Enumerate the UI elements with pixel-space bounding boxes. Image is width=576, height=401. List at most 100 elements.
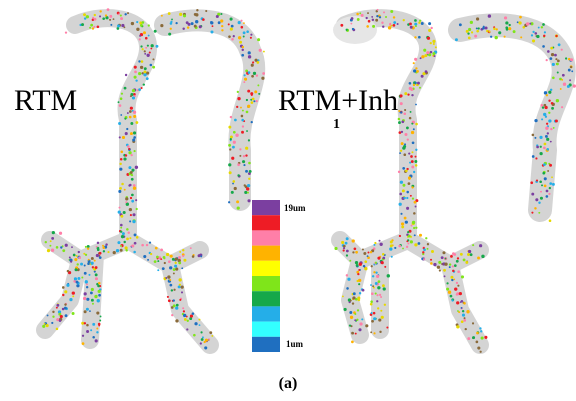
particle xyxy=(140,45,142,47)
particle xyxy=(477,257,480,260)
particle xyxy=(538,212,540,214)
particle xyxy=(456,282,458,284)
particle xyxy=(459,292,462,295)
particle xyxy=(517,21,519,23)
particle xyxy=(100,316,102,318)
particle xyxy=(172,258,175,261)
particle xyxy=(553,127,555,129)
particle xyxy=(218,21,221,24)
particle xyxy=(91,257,94,260)
particle xyxy=(134,150,136,152)
particle xyxy=(402,248,404,250)
particle xyxy=(371,312,373,314)
particle xyxy=(232,183,234,185)
particle xyxy=(477,346,480,349)
particle xyxy=(488,31,490,33)
particle xyxy=(248,51,251,54)
particle xyxy=(398,121,401,124)
particle xyxy=(60,315,63,318)
particle xyxy=(133,187,136,190)
particle xyxy=(399,235,401,237)
particle xyxy=(236,106,238,108)
particle xyxy=(545,116,547,118)
particle xyxy=(118,210,121,213)
particle xyxy=(168,299,171,302)
particle xyxy=(184,318,187,321)
particle xyxy=(466,30,469,33)
particle xyxy=(413,62,415,64)
particle xyxy=(431,250,434,253)
particle xyxy=(130,132,133,135)
particle xyxy=(561,49,563,51)
particle xyxy=(552,76,555,79)
particle xyxy=(123,211,126,214)
particle xyxy=(128,232,130,234)
particle xyxy=(476,27,478,29)
particle xyxy=(169,279,171,281)
particle xyxy=(90,262,93,265)
particle xyxy=(125,197,128,200)
particle xyxy=(412,141,415,144)
particle xyxy=(560,88,562,90)
particle xyxy=(457,270,460,273)
particle xyxy=(231,191,234,194)
particle xyxy=(372,19,374,21)
particle xyxy=(430,51,433,54)
particle xyxy=(413,171,415,173)
particle xyxy=(157,269,159,271)
particle xyxy=(160,24,163,27)
airway-renderings xyxy=(45,16,564,345)
particle xyxy=(416,70,419,73)
particle xyxy=(239,155,241,157)
particle xyxy=(99,252,102,255)
particle xyxy=(72,312,75,315)
particle xyxy=(472,336,475,339)
particle xyxy=(241,131,244,134)
particle xyxy=(65,31,67,33)
particle xyxy=(430,262,433,265)
particle xyxy=(357,18,360,21)
particle xyxy=(102,246,104,248)
particle xyxy=(86,15,89,18)
particle xyxy=(545,106,548,109)
particle xyxy=(183,310,185,312)
particle xyxy=(384,304,386,306)
particle xyxy=(92,27,94,29)
particle xyxy=(413,227,415,229)
particle xyxy=(151,44,154,47)
particle xyxy=(441,256,444,259)
particle xyxy=(382,26,384,28)
particle xyxy=(154,30,157,33)
particle xyxy=(125,246,128,249)
particle xyxy=(181,286,184,289)
particle xyxy=(540,146,542,148)
particle xyxy=(359,322,362,325)
particle xyxy=(131,200,134,203)
particle xyxy=(125,132,128,135)
particle xyxy=(235,134,238,137)
particle xyxy=(381,261,384,264)
particle xyxy=(140,66,143,69)
particle xyxy=(144,50,146,52)
particle xyxy=(535,198,538,201)
particle xyxy=(443,269,446,272)
particle xyxy=(439,270,441,272)
particle xyxy=(479,327,481,329)
particle xyxy=(232,180,235,183)
particle xyxy=(131,174,133,176)
particle xyxy=(423,258,425,260)
particle xyxy=(423,248,426,251)
particle xyxy=(210,21,213,24)
particle xyxy=(544,184,547,187)
particle xyxy=(570,66,572,68)
particle xyxy=(105,243,107,245)
particle xyxy=(75,268,78,271)
particle xyxy=(373,332,375,334)
particle xyxy=(70,261,72,263)
particle xyxy=(415,206,417,208)
particle xyxy=(411,160,414,163)
particle xyxy=(557,71,559,73)
particle xyxy=(190,247,192,249)
particle xyxy=(243,36,245,38)
particle xyxy=(359,263,362,266)
